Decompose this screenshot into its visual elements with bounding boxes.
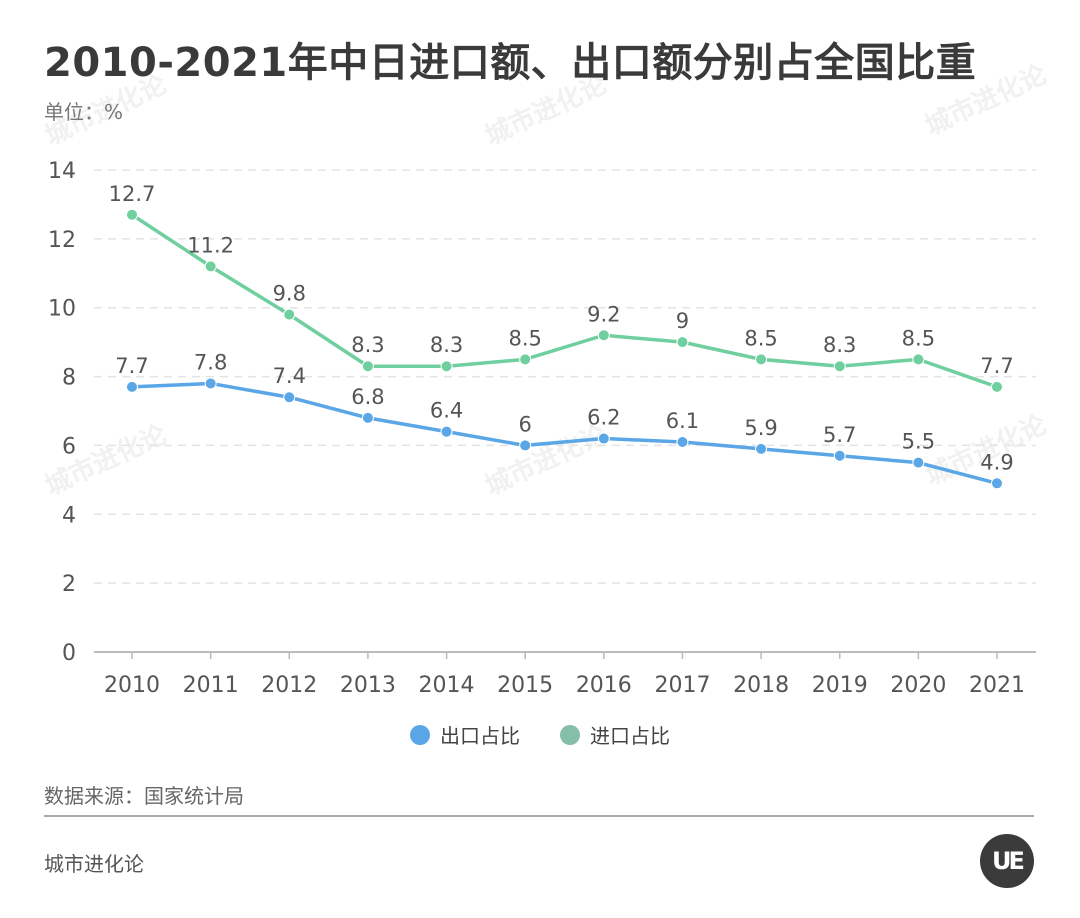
data-point-export [991,477,1003,490]
data-label-export: 6.1 [666,409,699,433]
data-point-export [283,391,296,404]
divider [44,815,1034,817]
x-tick-label: 2010 [104,673,160,698]
data-label-export: 5.7 [823,423,856,447]
data-point-import [755,353,768,366]
data-label-import: 9.8 [273,282,306,306]
legend-marker-import [560,724,580,745]
y-tick-label: 0 [62,641,76,666]
y-tick-label: 10 [48,297,76,322]
data-point-export [361,411,374,424]
data-point-export [440,425,453,438]
data-label-export: 6 [518,412,531,436]
unit-label: 单位：% [44,100,124,124]
data-label-export: 7.4 [273,364,306,388]
data-label-import: 9 [676,309,689,333]
data-point-import [126,208,138,221]
x-tick-label: 2017 [654,673,710,698]
legend: 出口占比 进口占比 [0,720,1080,749]
data-label-import: 8.3 [823,333,856,357]
data-point-import [283,308,296,321]
x-tick-label: 2020 [890,673,946,698]
y-tick-label: 12 [48,228,76,253]
data-label-import: 11.2 [187,233,234,257]
y-tick-label: 2 [62,572,76,597]
y-axis-ticks: 0 2 4 6 8 10 12 14 [48,159,76,666]
x-tick-label: 2014 [419,673,475,698]
data-point-export [912,456,925,469]
data-label-export: 6.4 [430,399,463,423]
legend-item-export[interactable]: 出口占比 [410,720,520,749]
data-label-export: 7.7 [115,354,148,378]
brand-name: 城市进化论 [44,852,144,876]
data-point-import [676,336,689,349]
data-point-export [126,380,138,393]
grid-lines [94,169,1036,584]
data-label-export: 4.9 [980,450,1013,474]
y-tick-label: 4 [62,503,76,528]
y-tick-label: 6 [62,434,76,459]
data-point-export [676,435,689,448]
data-label-import: 8.5 [744,326,777,350]
chart-title: 2010-2021年中日进口额、出口额分别占全国比重 [44,40,977,86]
data-point-export [755,442,768,455]
series-line-import [131,213,998,389]
x-tick-label: 2012 [261,673,317,698]
data-point-import [597,329,610,342]
data-point-export [204,377,217,390]
x-tick-label: 2018 [733,673,789,698]
x-tick-label: 2013 [340,673,396,698]
data-label-import: 8.3 [430,333,463,357]
data-point-import [361,360,374,373]
data-point-import [991,380,1003,393]
data-point-export [519,439,532,452]
x-axis: 2010 2011 2012 2013 2014 2015 2016 2017 2018 2019… [94,651,1036,698]
data-source: 数据来源：国家统计局 [44,784,244,808]
data-point-export [833,449,846,462]
legend-item-import[interactable]: 进口占比 [560,720,670,749]
data-point-import [833,360,846,373]
data-label-import: 8.5 [902,326,935,350]
brand-logo-icon: UE [980,834,1034,888]
x-tick-label: 2011 [183,673,239,698]
data-point-export [597,432,610,445]
legend-label-import: 进口占比 [590,724,670,748]
data-point-import [204,260,217,273]
legend-marker-export [410,724,430,745]
data-label-import: 12.7 [109,182,156,206]
data-label-import: 8.3 [351,333,384,357]
y-tick-label: 8 [62,366,76,391]
y-tick-label: 14 [48,159,76,184]
data-point-import [519,353,532,366]
legend-label-export: 出口占比 [440,724,520,748]
data-label-export: 6.8 [351,385,384,409]
data-label-export: 6.2 [587,406,620,430]
data-label-export: 5.9 [744,416,777,440]
data-point-import [912,353,925,366]
data-label-export: 7.8 [194,350,227,374]
x-tick-label: 2016 [576,673,632,698]
x-tick-label: 2019 [812,673,868,698]
data-label-import: 9.2 [587,302,620,326]
data-label-import: 8.5 [508,326,541,350]
data-label-export: 5.5 [902,430,935,454]
data-label-import: 7.7 [980,354,1013,378]
x-tick-label: 2015 [497,673,553,698]
series-line-export [131,381,998,485]
data-point-import [440,360,453,373]
x-tick-label: 2021 [969,673,1025,698]
line-chart: 0 2 4 6 8 10 12 14 2010 2011 2012 2013 2014 2015 2016… [48,159,1036,698]
series-group: 7.7 7.8 7.4 6.8 6.4 6 6.2 6.1 5.9 5.7 5.5 4.9 12.7 11… [109,182,1014,490]
